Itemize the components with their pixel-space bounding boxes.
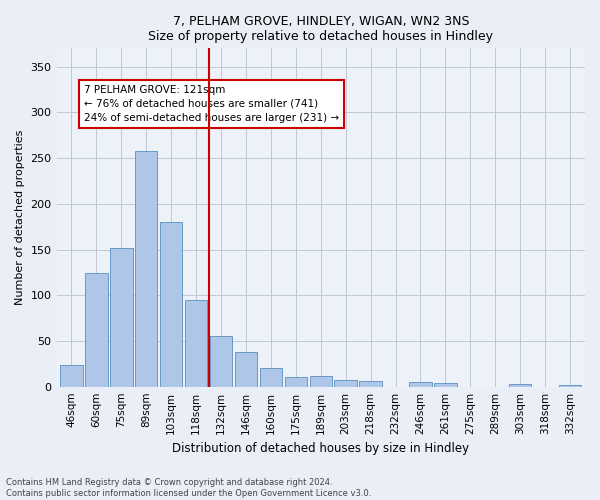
X-axis label: Distribution of detached houses by size in Hindley: Distribution of detached houses by size … bbox=[172, 442, 469, 455]
Bar bbox=[235, 352, 257, 386]
Bar bbox=[210, 336, 232, 386]
Bar bbox=[284, 376, 307, 386]
Y-axis label: Number of detached properties: Number of detached properties bbox=[15, 130, 25, 305]
Bar bbox=[310, 376, 332, 386]
Bar bbox=[85, 274, 107, 386]
Bar bbox=[160, 222, 182, 386]
Bar bbox=[135, 151, 157, 386]
Bar bbox=[359, 381, 382, 386]
Bar bbox=[509, 384, 532, 386]
Bar bbox=[60, 364, 83, 386]
Bar bbox=[434, 383, 457, 386]
Text: Contains HM Land Registry data © Crown copyright and database right 2024.
Contai: Contains HM Land Registry data © Crown c… bbox=[6, 478, 371, 498]
Bar bbox=[185, 300, 208, 386]
Bar bbox=[334, 380, 357, 386]
Bar bbox=[409, 382, 431, 386]
Title: 7, PELHAM GROVE, HINDLEY, WIGAN, WN2 3NS
Size of property relative to detached h: 7, PELHAM GROVE, HINDLEY, WIGAN, WN2 3NS… bbox=[148, 15, 493, 43]
Bar bbox=[260, 368, 282, 386]
Bar bbox=[559, 385, 581, 386]
Text: 7 PELHAM GROVE: 121sqm
← 76% of detached houses are smaller (741)
24% of semi-de: 7 PELHAM GROVE: 121sqm ← 76% of detached… bbox=[84, 85, 339, 123]
Bar bbox=[110, 248, 133, 386]
